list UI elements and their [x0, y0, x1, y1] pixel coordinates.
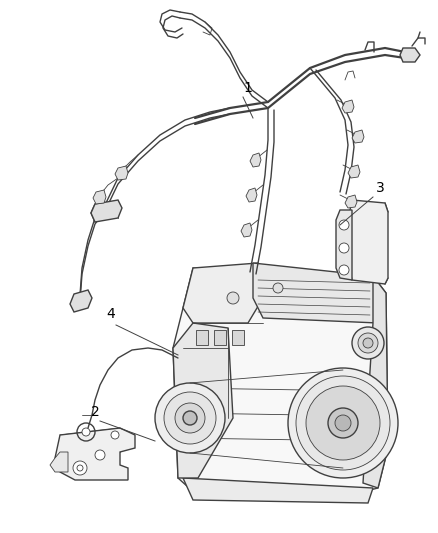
Polygon shape [363, 276, 388, 488]
Polygon shape [400, 48, 420, 62]
Polygon shape [348, 165, 360, 178]
Polygon shape [50, 452, 68, 472]
Circle shape [306, 386, 380, 460]
Polygon shape [345, 195, 357, 208]
Circle shape [352, 327, 384, 359]
Polygon shape [246, 188, 257, 202]
Polygon shape [183, 478, 373, 503]
Polygon shape [350, 200, 388, 284]
Circle shape [175, 403, 205, 433]
Circle shape [296, 376, 390, 470]
Polygon shape [352, 130, 364, 143]
Polygon shape [93, 190, 106, 204]
Circle shape [155, 383, 225, 453]
Polygon shape [241, 223, 252, 237]
Text: 4: 4 [106, 307, 115, 321]
Polygon shape [55, 428, 135, 480]
Polygon shape [173, 323, 233, 478]
Circle shape [288, 368, 398, 478]
Polygon shape [183, 263, 263, 323]
Polygon shape [342, 100, 354, 113]
Circle shape [95, 450, 105, 460]
Bar [196, 330, 208, 345]
Polygon shape [70, 290, 92, 312]
Bar [232, 330, 244, 345]
Circle shape [339, 243, 349, 253]
Circle shape [339, 220, 349, 230]
Circle shape [358, 333, 378, 353]
Circle shape [183, 411, 197, 425]
Polygon shape [250, 153, 261, 167]
Circle shape [227, 292, 239, 304]
Polygon shape [336, 210, 352, 280]
Polygon shape [253, 263, 378, 323]
Circle shape [164, 392, 216, 444]
Text: 2: 2 [91, 405, 100, 419]
Text: 3: 3 [376, 181, 385, 195]
Polygon shape [115, 166, 128, 180]
Circle shape [339, 265, 349, 275]
Circle shape [73, 461, 87, 475]
Circle shape [111, 431, 119, 439]
Circle shape [363, 338, 373, 348]
Circle shape [273, 283, 283, 293]
Circle shape [328, 408, 358, 438]
Circle shape [77, 465, 83, 471]
Polygon shape [173, 268, 388, 498]
Circle shape [82, 428, 90, 436]
Text: 1: 1 [243, 81, 252, 95]
Polygon shape [91, 200, 122, 222]
Bar [214, 330, 226, 345]
Circle shape [335, 415, 351, 431]
